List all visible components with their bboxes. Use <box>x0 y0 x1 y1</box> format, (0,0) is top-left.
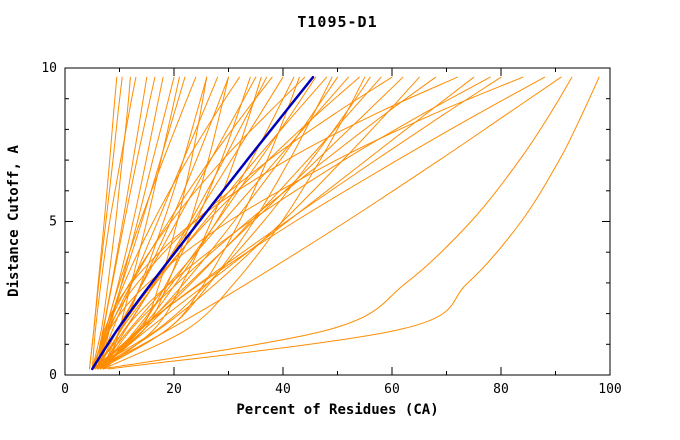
y-tick-label: 0 <box>49 368 57 383</box>
y-tick-label: 10 <box>41 61 57 76</box>
model-05 <box>97 76 156 370</box>
model-41 <box>97 76 229 370</box>
model-11 <box>97 76 219 370</box>
model-03 <box>91 76 137 370</box>
highlighted-model <box>91 75 315 371</box>
model-48 <box>89 76 118 370</box>
model-45 <box>102 76 366 370</box>
model-22 <box>97 76 328 370</box>
chart-title: T1095-D1 <box>297 13 378 31</box>
model-27 <box>99 76 382 370</box>
model-26 <box>91 76 371 370</box>
model-44 <box>99 76 333 370</box>
model-37 <box>102 76 546 370</box>
y-axis-label: Distance Cutoff, A <box>6 145 22 297</box>
x-tick-label: 100 <box>598 382 621 397</box>
x-tick-label: 60 <box>384 382 400 397</box>
model-14 <box>91 76 251 370</box>
x-axis-label: Percent of Residues (CA) <box>236 402 439 418</box>
model-46 <box>97 76 208 370</box>
model-20 <box>97 76 306 370</box>
model-47 <box>108 76 180 370</box>
model-31 <box>102 76 437 370</box>
model-33 <box>99 76 475 370</box>
x-tick-label: 80 <box>493 382 509 397</box>
model-42 <box>102 76 262 370</box>
model-39 <box>108 76 600 370</box>
model-38 <box>97 76 562 370</box>
x-tick-label: 40 <box>275 382 291 397</box>
model-34 <box>102 76 491 370</box>
model-40 <box>102 76 573 370</box>
model-24 <box>97 76 349 370</box>
y-tick-label: 5 <box>49 215 57 230</box>
model-25 <box>102 76 360 370</box>
model-09 <box>97 76 197 370</box>
model-21 <box>102 76 317 370</box>
model-18 <box>102 76 284 370</box>
model-02 <box>91 76 131 370</box>
x-tick-label: 20 <box>166 382 182 397</box>
x-tick-label: 0 <box>61 382 69 397</box>
